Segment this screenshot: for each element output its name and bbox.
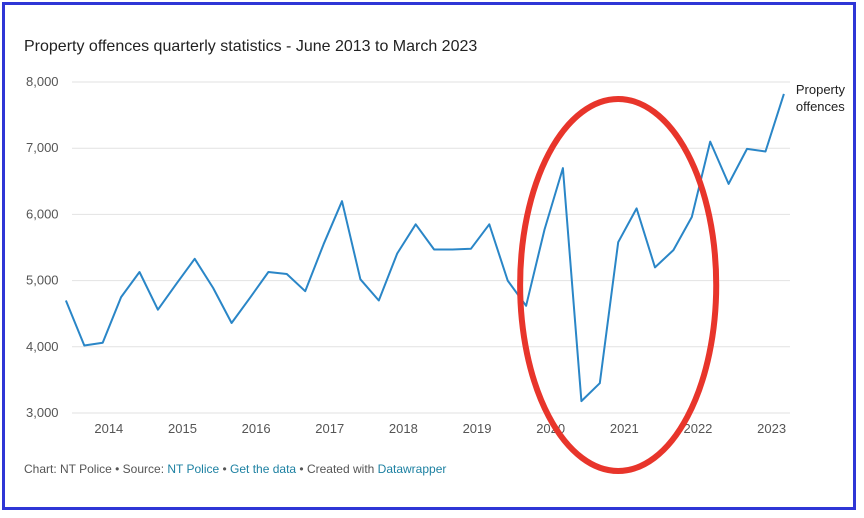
- footer-chart-credit: Chart: NT Police: [24, 462, 112, 476]
- footer-get-data-link[interactable]: Get the data: [230, 462, 297, 476]
- y-tick-label: 3,000: [26, 405, 59, 420]
- series-layer: [64, 93, 785, 403]
- footer-source-link[interactable]: NT Police: [167, 462, 220, 476]
- series-label: Property: [796, 82, 846, 97]
- series-label: offences: [796, 99, 845, 114]
- x-axis-ticks: 2014 2015 2016 2017 2018 2019 2020 2021 2022 2023: [94, 421, 786, 436]
- x-tick-label: 2021: [610, 421, 639, 436]
- footer-separator: • Source:: [111, 462, 168, 476]
- footer-separator: • Created with: [296, 462, 378, 476]
- chart-title: Property offences quarterly statistics -…: [24, 38, 478, 55]
- y-tick-label: 5,000: [26, 273, 59, 288]
- x-tick-label: 2014: [94, 421, 123, 436]
- chart-footer: Chart: NT Police • Source: NT Police • G…: [24, 462, 446, 476]
- y-tick-label: 8,000: [26, 74, 59, 89]
- gridlines: [72, 81, 790, 414]
- annotation-layer: [517, 96, 720, 474]
- x-tick-label: 2017: [315, 421, 344, 436]
- footer-separator: •: [219, 462, 231, 476]
- x-tick-label: 2018: [389, 421, 418, 436]
- series-line-property-offences: [64, 93, 785, 403]
- highlight-ellipse: [517, 96, 720, 474]
- y-tick-label: 4,000: [26, 339, 59, 354]
- x-tick-label: 2016: [242, 421, 271, 436]
- x-tick-label: 2019: [463, 421, 492, 436]
- series-labels: Property offences: [796, 82, 846, 114]
- y-axis-ticks: 3,000 4,000 5,000 6,000 7,000 8,000: [26, 74, 59, 420]
- y-tick-label: 6,000: [26, 206, 59, 221]
- x-tick-label: 2015: [168, 421, 197, 436]
- x-tick-label: 2022: [683, 421, 712, 436]
- footer-datawrapper-link[interactable]: Datawrapper: [377, 462, 447, 476]
- x-tick-label: 2023: [757, 421, 786, 436]
- y-tick-label: 7,000: [26, 140, 59, 155]
